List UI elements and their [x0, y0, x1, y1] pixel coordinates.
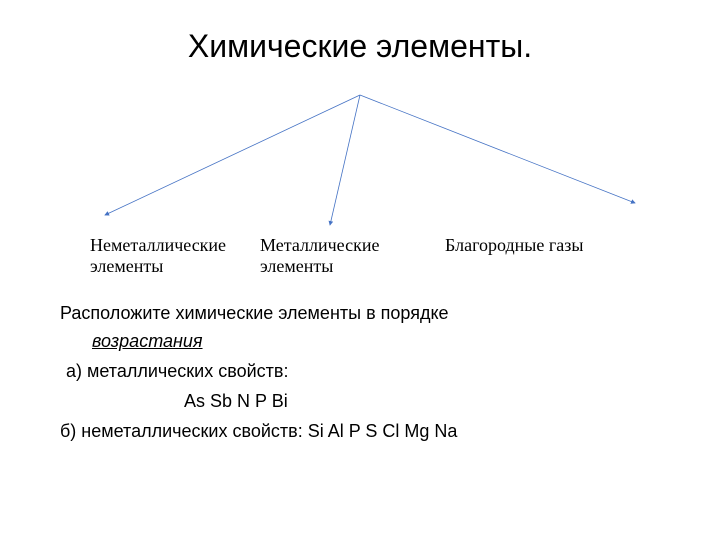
branch-line-middle: [330, 95, 360, 225]
task-item-b: б) неметаллических свойств: Si Al P S Cl…: [60, 418, 660, 446]
branch-line-left: [105, 95, 360, 215]
task-intro-text: Расположите химические элементы в порядк…: [60, 303, 449, 323]
branch-label-metallic: Металлические элементы: [260, 235, 415, 277]
page-title: Химические элементы.: [0, 0, 720, 65]
task-item-a-elements: As Sb N P Bi: [60, 388, 660, 416]
task-item-a-label: а) металлических свойств:: [60, 358, 660, 386]
branch-label-nonmetallic: Неметаллические элементы: [90, 235, 250, 277]
task-emphasis-word: возрастания: [60, 328, 203, 356]
branch-label-noble-gases: Благородные газы: [445, 235, 583, 277]
task-content: Расположите химические элементы в порядк…: [0, 300, 720, 445]
task-intro-line: Расположите химические элементы в порядк…: [60, 300, 660, 356]
branch-line-right: [360, 95, 635, 203]
branch-labels-row: Неметаллические элементы Металлические э…: [0, 235, 720, 277]
tree-diagram: Неметаллические элементы Металлические э…: [0, 85, 720, 265]
